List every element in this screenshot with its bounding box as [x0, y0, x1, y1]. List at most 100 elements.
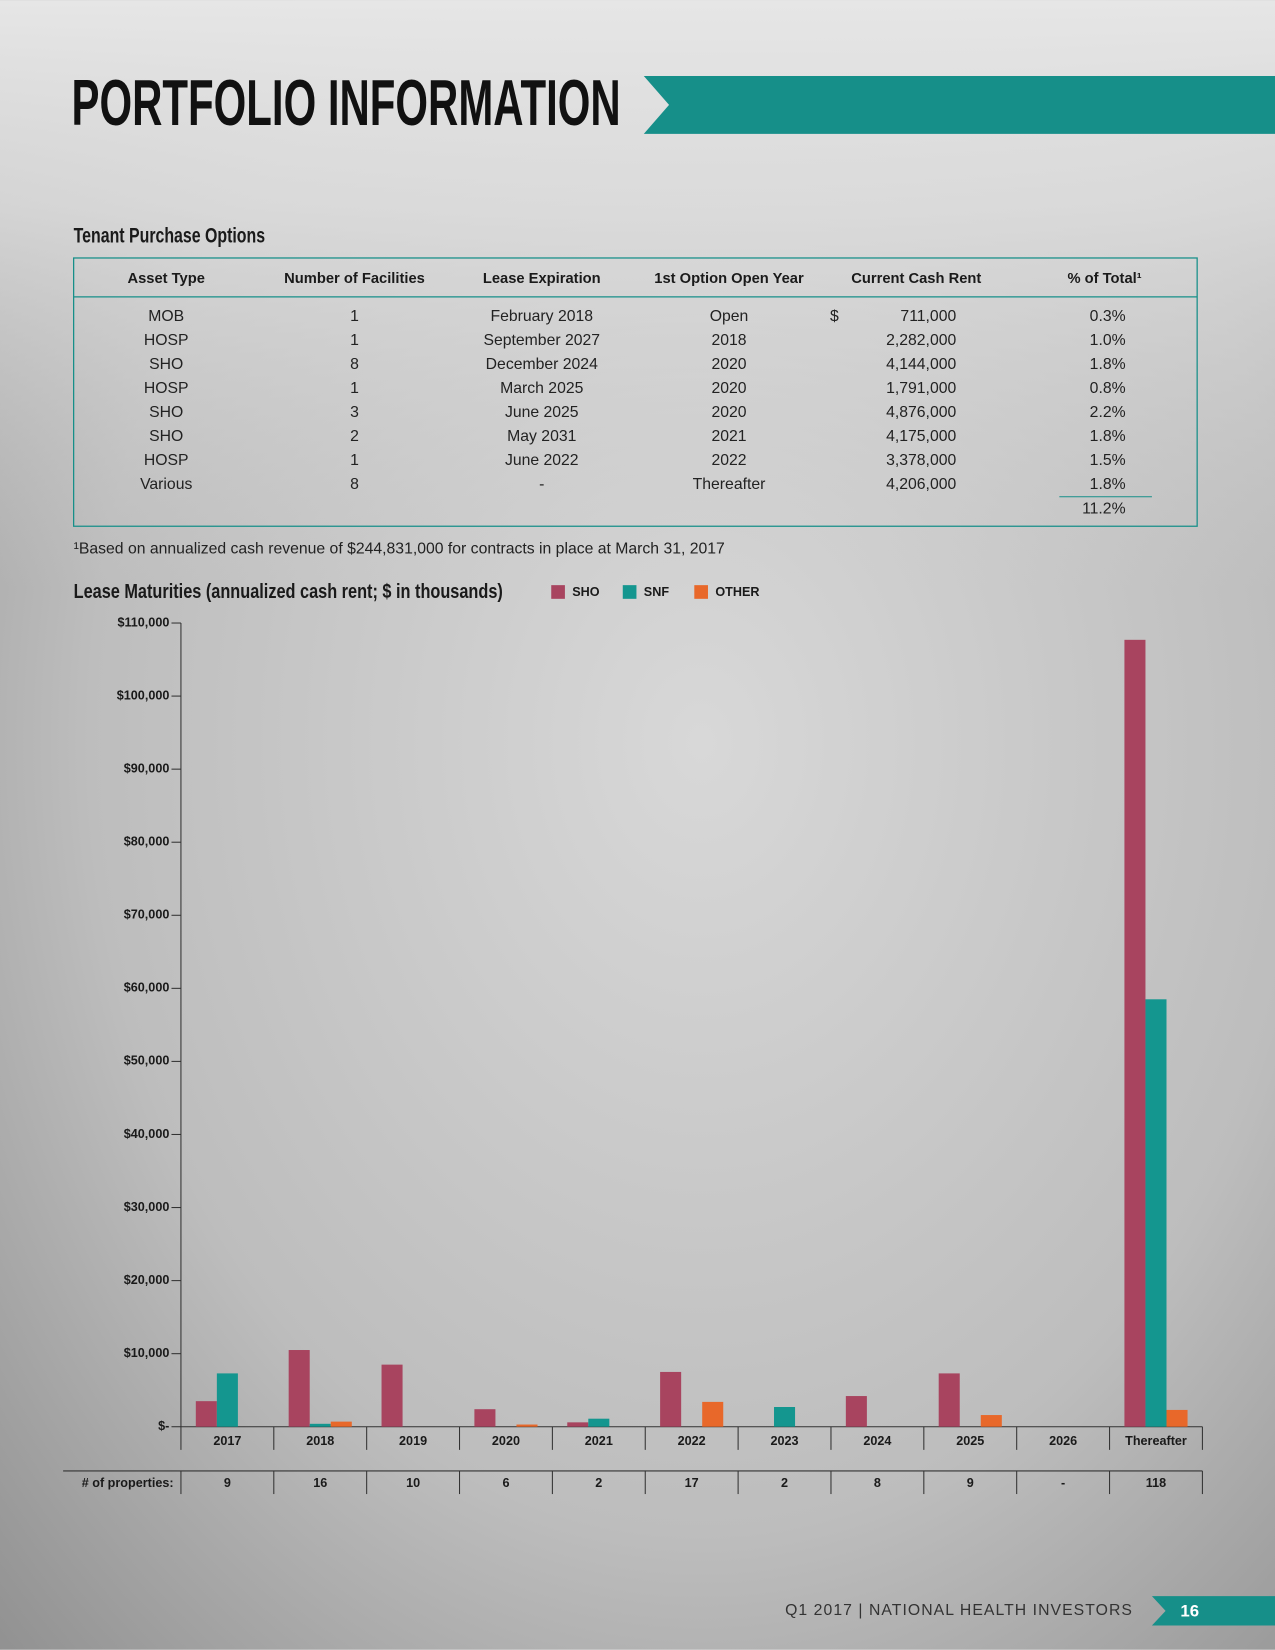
x-tick-label: 2020	[492, 1434, 520, 1448]
bar	[516, 1424, 538, 1427]
table: Asset Type Number of Facilities Lease Expi…	[127, 271, 1141, 518]
legend-label: SNF	[644, 585, 670, 599]
footnote: ¹Based on annualized cash revenue of $24…	[74, 541, 725, 558]
table-cell: SHO	[149, 428, 183, 445]
x-tick-label: 2021	[585, 1434, 613, 1448]
table-cell: 2022	[711, 452, 746, 469]
properties-value: 2	[781, 1476, 788, 1490]
table-cell: SHO	[149, 356, 183, 373]
page-title: PORTFOLIO INFORMATION	[72, 66, 621, 139]
table-cell: 2020	[711, 380, 746, 397]
table-border	[73, 257, 1198, 527]
table-cell: 1	[350, 308, 359, 325]
legend-swatch	[622, 585, 637, 599]
bar	[1124, 639, 1146, 1427]
table-cell: 1,791,000	[886, 380, 956, 397]
properties-value: 17	[685, 1476, 699, 1490]
table-cell: 2020	[711, 356, 746, 373]
table-cell: SHO	[149, 404, 183, 421]
table-cell: December 2024	[486, 356, 598, 373]
table-cell: 711,000	[900, 308, 956, 325]
table-cell: HOSP	[144, 452, 189, 469]
table-cell: 0.8%	[1090, 380, 1126, 397]
x-tick-label: Thereafter	[1125, 1434, 1187, 1448]
legend-swatch	[694, 585, 708, 599]
column-header: Current Cash Rent	[851, 271, 981, 287]
table-cell: 2020	[711, 404, 746, 421]
table-cell: 4,144,000	[886, 356, 956, 373]
legend-label: OTHER	[715, 585, 759, 599]
x-tick-label: 2019	[399, 1434, 427, 1448]
bar	[309, 1423, 331, 1427]
y-tick-label: $40,000	[124, 1127, 170, 1141]
table-cell: February 2018	[490, 308, 593, 325]
y-tick-label: $80,000	[124, 835, 170, 849]
y-tick-label: $60,000	[124, 981, 170, 995]
table-cell: 1.5%	[1090, 452, 1126, 469]
y-tick-label: $110,000	[117, 615, 169, 629]
bar	[845, 1396, 867, 1427]
bar	[1145, 999, 1167, 1427]
column-header: Lease Expiration	[483, 271, 601, 287]
y-tick-label: $20,000	[124, 1273, 170, 1287]
table-cell: Thereafter	[693, 476, 766, 493]
table-cell: May 2031	[507, 428, 576, 445]
y-tick-label: $90,000	[124, 761, 170, 775]
bar	[567, 1422, 589, 1427]
legend-swatch	[551, 585, 565, 599]
chart: $- $10,000 $20,000 $30,000 $40,000 $50,000 $60…	[63, 585, 1203, 1495]
column-header: 1st Option Open Year	[654, 271, 804, 287]
table-cell: 4,206,000	[886, 476, 956, 493]
column-header: % of Total¹	[1068, 271, 1142, 287]
x-tick-label: 2025	[956, 1434, 984, 1448]
table-cell: 0.3%	[1090, 308, 1126, 325]
properties-value: 6	[502, 1476, 509, 1490]
x-tick-label: 2018	[306, 1434, 334, 1448]
x-tick-label: 2023	[771, 1434, 799, 1448]
column-header: Number of Facilities	[284, 271, 425, 287]
table-cell: September 2027	[483, 332, 600, 349]
table-cell: HOSP	[144, 380, 189, 397]
table-cell: 1.8%	[1090, 428, 1126, 445]
y-tick-label: $50,000	[124, 1054, 170, 1068]
x-tick-label: 2024	[863, 1434, 891, 1448]
bar	[216, 1373, 238, 1427]
properties-value: 8	[874, 1476, 881, 1490]
page-number: 16	[1180, 1601, 1199, 1620]
x-tick-label: 2026	[1049, 1434, 1077, 1448]
properties-value: 9	[224, 1476, 231, 1490]
y-tick-label: $30,000	[124, 1200, 170, 1214]
table-cell: MOB	[148, 308, 184, 325]
table-cell: Open	[710, 308, 749, 325]
table-cell: 1	[350, 452, 359, 469]
table-cell: 4,876,000	[886, 404, 956, 421]
properties-value: 10	[406, 1476, 420, 1490]
properties-value: 16	[313, 1476, 327, 1490]
table-cell: 1.0%	[1090, 332, 1126, 349]
table-cell: June 2022	[505, 452, 579, 469]
properties-value: 9	[967, 1476, 974, 1490]
bar	[381, 1364, 403, 1427]
properties-value: 118	[1146, 1476, 1166, 1490]
table-cell: 2018	[711, 332, 746, 349]
table-cell: 1.8%	[1090, 476, 1126, 493]
legend-label: SHO	[572, 585, 600, 599]
table-cell: 1.8%	[1090, 356, 1126, 373]
bar	[980, 1415, 1002, 1427]
table-title: Tenant Purchase Options	[74, 225, 265, 248]
table-cell: 8	[350, 356, 359, 373]
x-tick-label: 2017	[213, 1434, 241, 1448]
table-cell: 2,282,000	[886, 332, 956, 349]
bar	[1166, 1409, 1188, 1427]
title-banner	[643, 75, 1275, 134]
table-cell: 2.2%	[1090, 404, 1126, 421]
footer-text: Q1 2017 | NATIONAL HEALTH INVESTORS	[785, 1602, 1133, 1619]
table-cell: March 2025	[500, 380, 583, 397]
bar	[660, 1371, 682, 1427]
currency-symbol: $	[830, 308, 839, 325]
bar	[474, 1409, 496, 1427]
table-cell: 3,378,000	[886, 452, 956, 469]
bar	[288, 1350, 310, 1427]
